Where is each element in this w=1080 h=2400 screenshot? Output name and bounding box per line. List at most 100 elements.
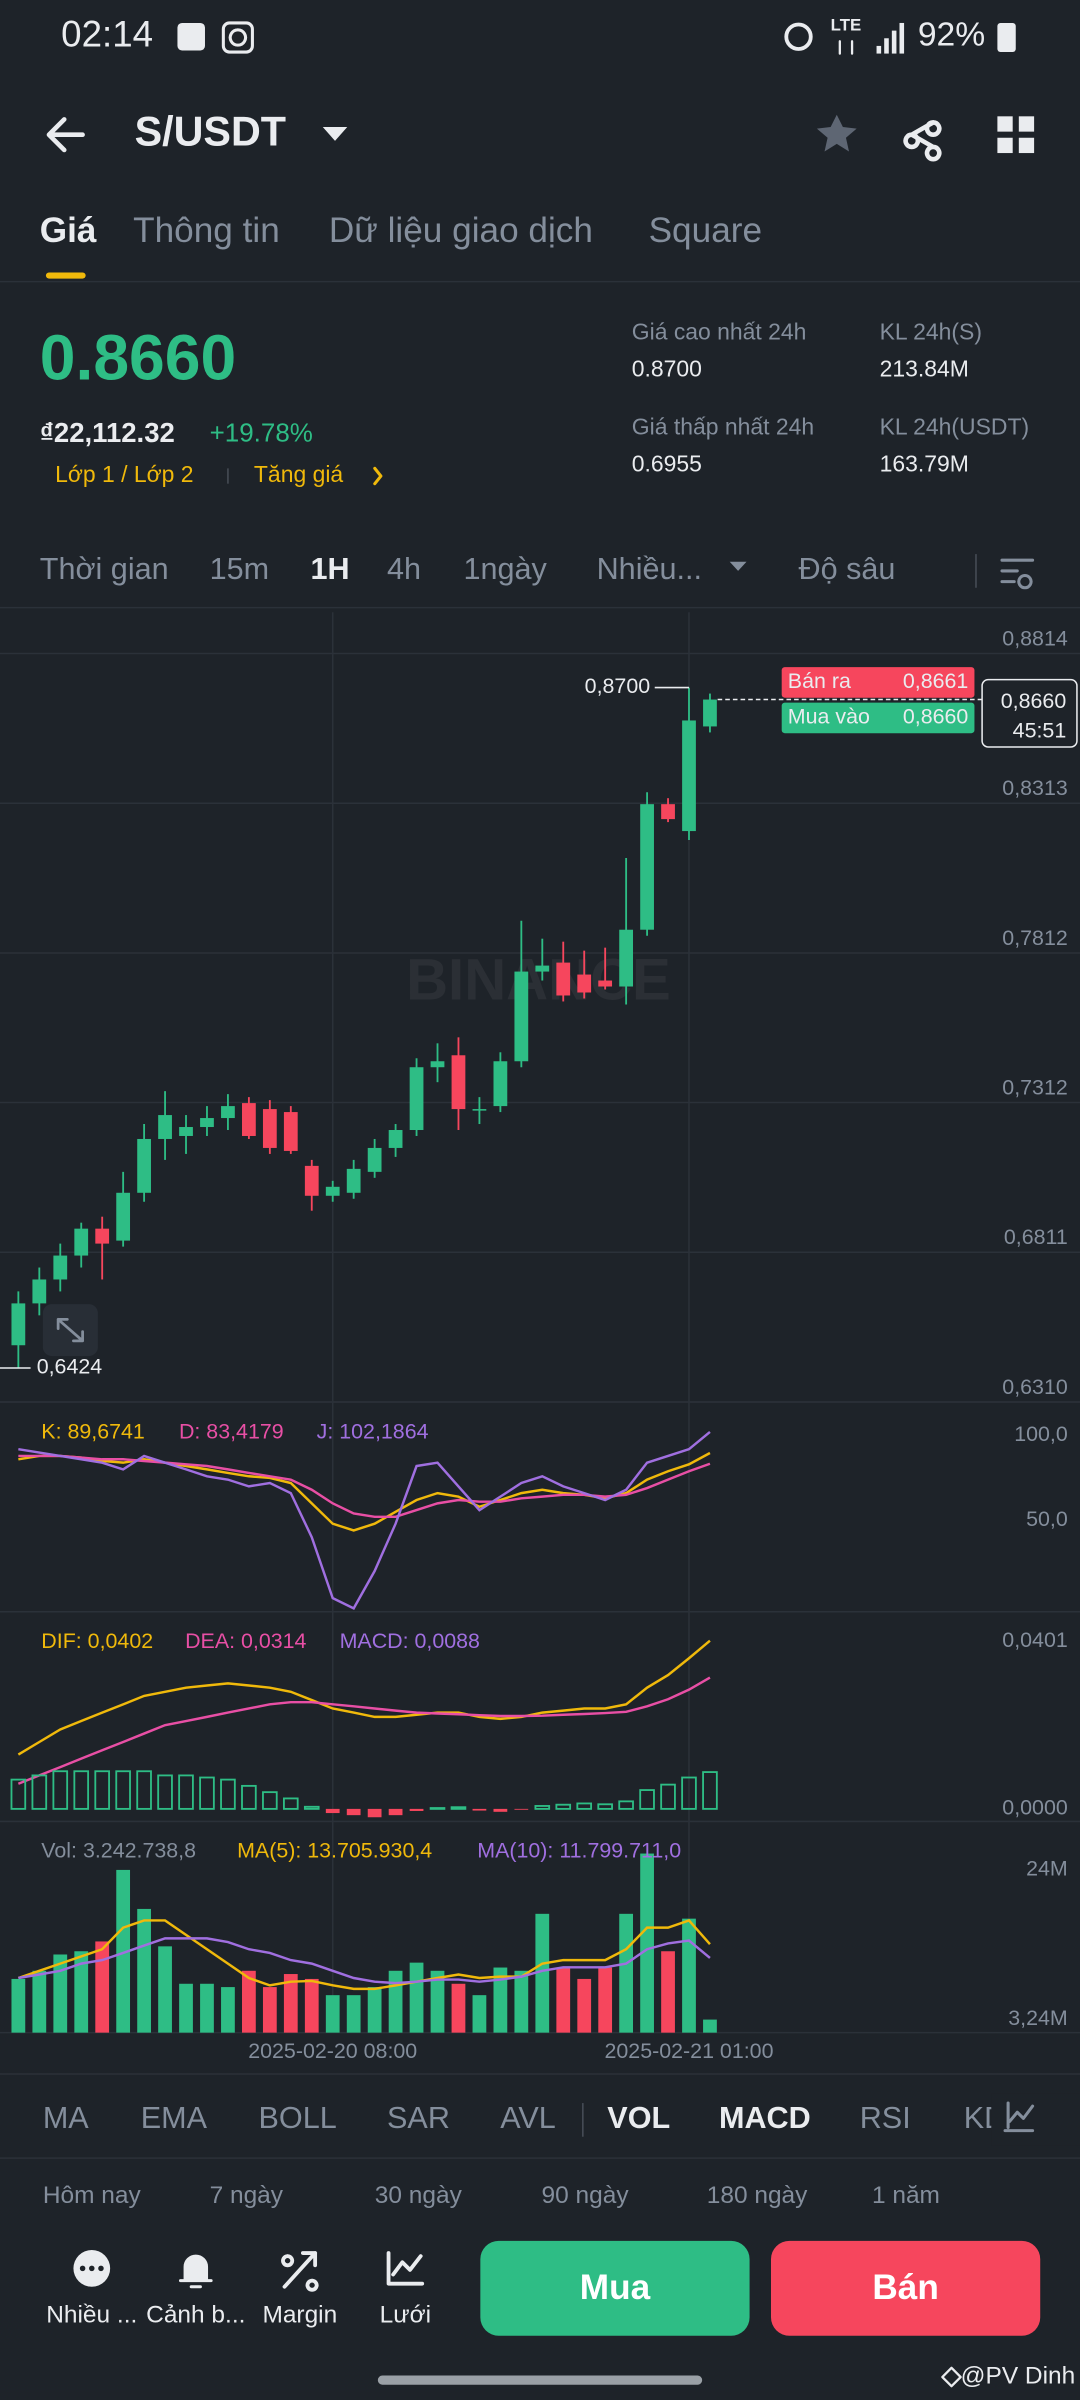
candle-body [619, 929, 634, 987]
candle-body [493, 1061, 508, 1107]
candle-body [556, 962, 571, 996]
tab[interactable]: Dữ liệu giao dịch [329, 211, 593, 250]
y-tick-label: 0,6310 [1002, 1375, 1068, 1399]
sell-button[interactable] [770, 2240, 1041, 2336]
macd-bar [409, 1808, 424, 1811]
indicator-settings[interactable] [1003, 2101, 1035, 2133]
margin-icon[interactable] [281, 2251, 319, 2292]
volume-bar [137, 1908, 151, 2033]
layout-button[interactable] [1018, 116, 1035, 132]
signal-bar [899, 22, 905, 54]
chart-settings[interactable] [1000, 558, 1035, 590]
volume-bar [451, 1983, 466, 2033]
volume-bar [640, 1853, 654, 2033]
period-option[interactable]: 90 ngày [542, 2182, 630, 2209]
alarm-icon [784, 22, 813, 51]
interval-option[interactable]: Độ sâu [799, 552, 896, 586]
buy-label[interactable]: Mua [580, 2268, 651, 2307]
grid-icon[interactable] [386, 2251, 425, 2286]
candle-body [367, 1147, 382, 1172]
tag[interactable]: Tăng giá [254, 461, 343, 487]
interval-option[interactable]: 15m [210, 552, 269, 586]
tab[interactable]: Giá [40, 211, 97, 250]
volume-bar [388, 1970, 403, 2033]
interval-option[interactable]: Nhiều... [597, 552, 702, 586]
indicator-tab[interactable]: VOL [607, 2101, 670, 2135]
indicator-tab[interactable]: BOLL [259, 2101, 337, 2135]
macd-bar [136, 1770, 152, 1810]
candle-body [158, 1115, 172, 1139]
action-label[interactable]: Lưới [380, 2301, 431, 2328]
volume-bar [325, 1995, 340, 2033]
y-tick-label: 0,0000 [1002, 1796, 1068, 1820]
interval-option[interactable]: Thời gian [40, 552, 169, 586]
back-button[interactable] [46, 117, 85, 153]
y-tick-label: 3,24M [1008, 2006, 1067, 2030]
macd-bar [115, 1770, 131, 1810]
sell-label[interactable]: Bán [872, 2268, 938, 2307]
y-tick-label: 0,6811 [1004, 1225, 1068, 1249]
period-option[interactable]: 7 ngày [210, 2182, 284, 2209]
tab[interactable]: Square [649, 211, 762, 250]
indicator-tab[interactable]: SAR [387, 2101, 450, 2135]
low-marker-label: 0,6424 [37, 1355, 103, 1379]
pair-title[interactable]: S/USDT [135, 109, 286, 155]
watermark-logo [941, 2366, 962, 2388]
ask-price: 0,8661 [903, 669, 968, 693]
volume-bar [430, 1970, 445, 2033]
candle-body [346, 1168, 361, 1193]
macd-bar [493, 1808, 508, 1812]
layout-button[interactable] [1018, 137, 1035, 154]
macd-bar [660, 1783, 676, 1810]
action-label[interactable]: Nhiều ... [46, 2301, 137, 2328]
indicator-tab[interactable]: EMA [141, 2101, 208, 2135]
indicator-line [17, 1676, 711, 1785]
candle-body [11, 1303, 26, 1346]
volume-bar [262, 1987, 277, 2033]
candle-body [262, 1109, 277, 1148]
interval-option[interactable]: 1ngày [464, 552, 548, 586]
alert-icon[interactable] [178, 2254, 213, 2289]
period-option[interactable]: Hôm nay [43, 2182, 142, 2209]
layout-button[interactable] [997, 137, 1013, 154]
stat-label: Giá thấp nhất 24h [632, 414, 814, 440]
ask-box [781, 667, 975, 698]
volume-bar [535, 1913, 550, 2033]
indicator-tab[interactable]: AVL [500, 2101, 556, 2135]
status-time: 02:14 [61, 13, 153, 54]
indicator-line [18, 1937, 711, 1985]
layout-button[interactable] [997, 116, 1013, 132]
candle-body [577, 974, 592, 993]
tag-chevron [373, 466, 383, 486]
action-label[interactable]: Cảnh b... [146, 2301, 245, 2328]
interval-option[interactable]: 1H [311, 552, 350, 586]
tab[interactable]: Thông tin [133, 211, 280, 250]
candle-body [451, 1055, 466, 1110]
indicator-tab[interactable]: RSI [860, 2101, 911, 2135]
period-option[interactable]: 180 ngày [707, 2182, 808, 2209]
candle-body [682, 720, 696, 832]
indicator-line [17, 1919, 711, 1991]
ask-name: Bán ra [788, 669, 851, 693]
period-option[interactable]: 1 năm [872, 2182, 940, 2209]
y-tick-label: 0,7312 [1002, 1075, 1067, 1099]
tag[interactable]: Lớp 1 / Lớp 2 [55, 461, 193, 487]
candle-body [53, 1255, 68, 1280]
volume-bar [11, 1978, 26, 2033]
candle-body [74, 1228, 89, 1256]
candle-body [388, 1130, 403, 1148]
y-tick-label: 100,0 [1014, 1422, 1068, 1446]
period-option[interactable]: 30 ngày [375, 2182, 463, 2209]
battery-level: 92% [918, 17, 985, 54]
last-price-label: 0,8660 [1001, 689, 1067, 713]
indicator-tab[interactable]: MACD [719, 2101, 811, 2135]
share-button[interactable] [903, 120, 942, 162]
indicator-legend: J: 102,1864 [317, 1419, 429, 1443]
interval-option[interactable]: 4h [387, 552, 421, 586]
candle-body [200, 1118, 214, 1128]
buy-button[interactable] [480, 2240, 750, 2336]
indicator-tab[interactable]: MA [43, 2101, 89, 2135]
macd-bar [388, 1808, 403, 1816]
action-label[interactable]: Margin [262, 2301, 337, 2328]
favorite-star[interactable] [816, 114, 857, 152]
